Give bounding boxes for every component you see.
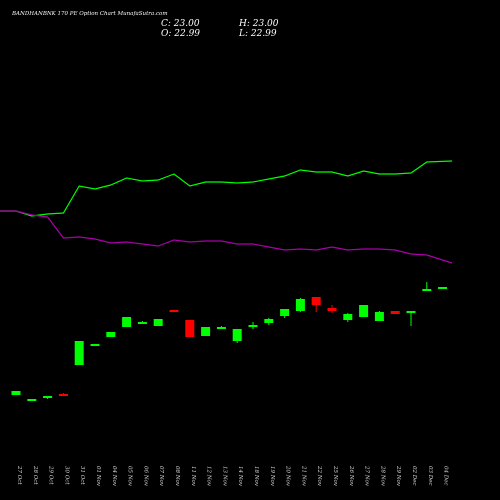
candle-body [58, 394, 68, 396]
high-price-label: H: 23.00 [239, 19, 279, 29]
candle-body [11, 391, 21, 395]
x-tick-label: 05 Nov [127, 466, 133, 487]
x-tick-label: 07 Nov [158, 466, 164, 487]
candle-body [169, 310, 179, 312]
x-tick-label: 28 Oct [32, 465, 38, 485]
upper-band-line [0, 160, 453, 217]
candle-body [216, 327, 226, 329]
candle-body [422, 289, 432, 291]
x-tick-label: 22 Nov [316, 465, 322, 487]
x-tick-label: 21 Nov [300, 465, 306, 487]
x-tick-label: 26 Nov [348, 465, 354, 487]
x-tick-label: 29 Nov [395, 465, 401, 487]
x-tick-label: 03 Dec [427, 466, 433, 486]
candle-body [153, 319, 163, 326]
x-tick-label: 11 Nov [190, 466, 196, 487]
candle-body [106, 332, 116, 337]
x-tick-label: 19 Nov [269, 466, 275, 487]
candle-body [27, 399, 37, 401]
candle-body [248, 325, 258, 327]
x-tick-label: 14 Nov [237, 466, 243, 487]
x-tick-label: 06 Nov [142, 466, 148, 487]
candle-body [359, 305, 369, 317]
x-tick-label: 02 Dec [411, 466, 417, 486]
candle-body [327, 308, 337, 311]
open-price-label: O: 22.99 [161, 29, 201, 39]
x-tick-label: 29 Oct [48, 465, 54, 485]
x-tick-label: 12 Nov [206, 466, 212, 487]
candle-body [232, 329, 242, 341]
candle-body [122, 317, 132, 327]
x-tick-label: 04 Dec [443, 466, 449, 486]
x-tick-label: 20 Nov [285, 465, 291, 487]
x-tick-label: 31 Oct [79, 466, 85, 485]
x-tick-label: 01 Nov [95, 466, 101, 487]
close-price-label: C: 23.00 [161, 19, 200, 29]
low-price-label: L: 22.99 [239, 29, 277, 39]
candle-body [74, 341, 84, 365]
x-tick-label: 18 Nov [253, 466, 259, 487]
x-tick-label: 27 Nov [364, 465, 370, 487]
candle-body [343, 314, 353, 320]
chart-title: BANDHANBNK 170 PE Option Chart MunafaSut… [12, 11, 168, 17]
candle-body [311, 297, 321, 305]
lower-band-line [0, 210, 453, 264]
candle-body [264, 319, 274, 323]
x-tick-label: 28 Nov [379, 465, 385, 487]
candle-body [137, 322, 147, 324]
x-tick-label: 13 Nov [221, 466, 227, 487]
candle-body [185, 320, 195, 337]
candle-body [295, 299, 305, 311]
x-tick-label: 27 Oct [16, 465, 22, 485]
x-tick-label: 25 Nov [332, 465, 338, 487]
candle-body [201, 327, 211, 336]
candle-body [280, 309, 290, 316]
x-tick-label: 04 Nov [111, 466, 117, 487]
candle-body [374, 312, 384, 321]
candle-body [406, 311, 416, 313]
candle-body [390, 311, 400, 314]
x-tick-label: 08 Nov [174, 466, 180, 487]
x-tick-label: 30 Oct [63, 466, 69, 485]
candle-body [438, 287, 448, 289]
candle-body [90, 344, 100, 346]
candle-body [43, 396, 53, 398]
